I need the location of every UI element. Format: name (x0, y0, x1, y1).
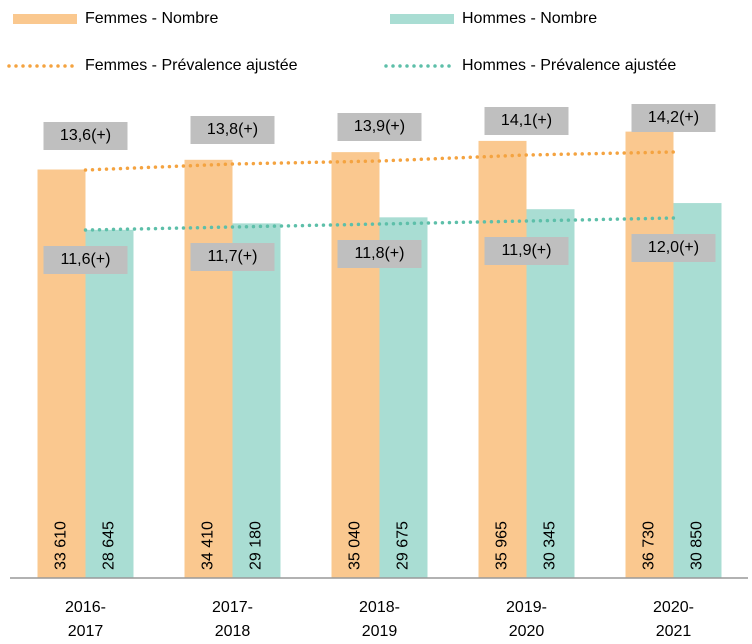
line-value-label: 11,9(+) (502, 242, 552, 259)
label-box (484, 107, 569, 135)
legend-label: Femmes - Prévalence ajustée (85, 57, 298, 74)
bar-value-label: 33 610 (53, 521, 70, 570)
line-value-label: 11,8(+) (355, 245, 405, 262)
bar (526, 209, 575, 579)
line-value-label: 14,1(+) (501, 112, 552, 129)
line-value-label: 13,9(+) (354, 118, 405, 135)
bar-value-label: 30 345 (542, 521, 559, 570)
legend-label: Femmes - Nombre (85, 10, 218, 27)
bar (625, 131, 674, 579)
bar (379, 217, 428, 578)
label-box (190, 116, 275, 144)
line-value-label: 14,2(+) (648, 109, 699, 126)
legend-swatch (13, 14, 77, 24)
label-box (190, 243, 275, 271)
label-box (631, 104, 716, 132)
line-value-label: 12,0(+) (648, 239, 699, 256)
label-box (484, 237, 569, 265)
bar-value-label: 35 040 (347, 521, 364, 570)
line-value-label: 13,6(+) (60, 127, 111, 144)
line-value-label: 11,6(+) (61, 251, 111, 268)
label-box (337, 240, 422, 268)
bar (184, 159, 233, 579)
line-value-label: 13,8(+) (207, 121, 258, 138)
bar (331, 152, 380, 578)
bar-value-label: 36 730 (641, 521, 658, 570)
line-value-label: 11,7(+) (208, 248, 258, 265)
line-series (83, 216, 676, 232)
bar-value-label: 30 850 (689, 521, 706, 570)
x-tick-label: 2016-2017 (65, 599, 106, 640)
bar-value-label: 35 965 (494, 521, 511, 570)
bar (37, 169, 86, 578)
bar (673, 203, 722, 578)
bar-value-label: 29 180 (248, 521, 265, 570)
x-tick-label: 2018-2019 (359, 599, 400, 640)
legend-swatch (390, 14, 454, 24)
x-tick-label: 2020-2021 (653, 599, 694, 640)
label-box (43, 246, 128, 274)
bar (478, 140, 527, 578)
legend-label: Hommes - Prévalence ajustée (462, 57, 676, 74)
bar-value-label: 28 645 (101, 521, 118, 570)
bar-value-label: 34 410 (200, 521, 217, 570)
line-series (83, 150, 676, 172)
bar-value-label: 29 675 (395, 521, 412, 570)
x-tick-label: 2019-2020 (506, 599, 547, 640)
label-box (337, 113, 422, 141)
bar (85, 229, 134, 578)
label-box (631, 234, 716, 262)
x-tick-label: 2017-2018 (212, 599, 253, 640)
label-box (43, 122, 128, 150)
legend-label: Hommes - Nombre (462, 10, 597, 27)
bar (232, 223, 281, 578)
